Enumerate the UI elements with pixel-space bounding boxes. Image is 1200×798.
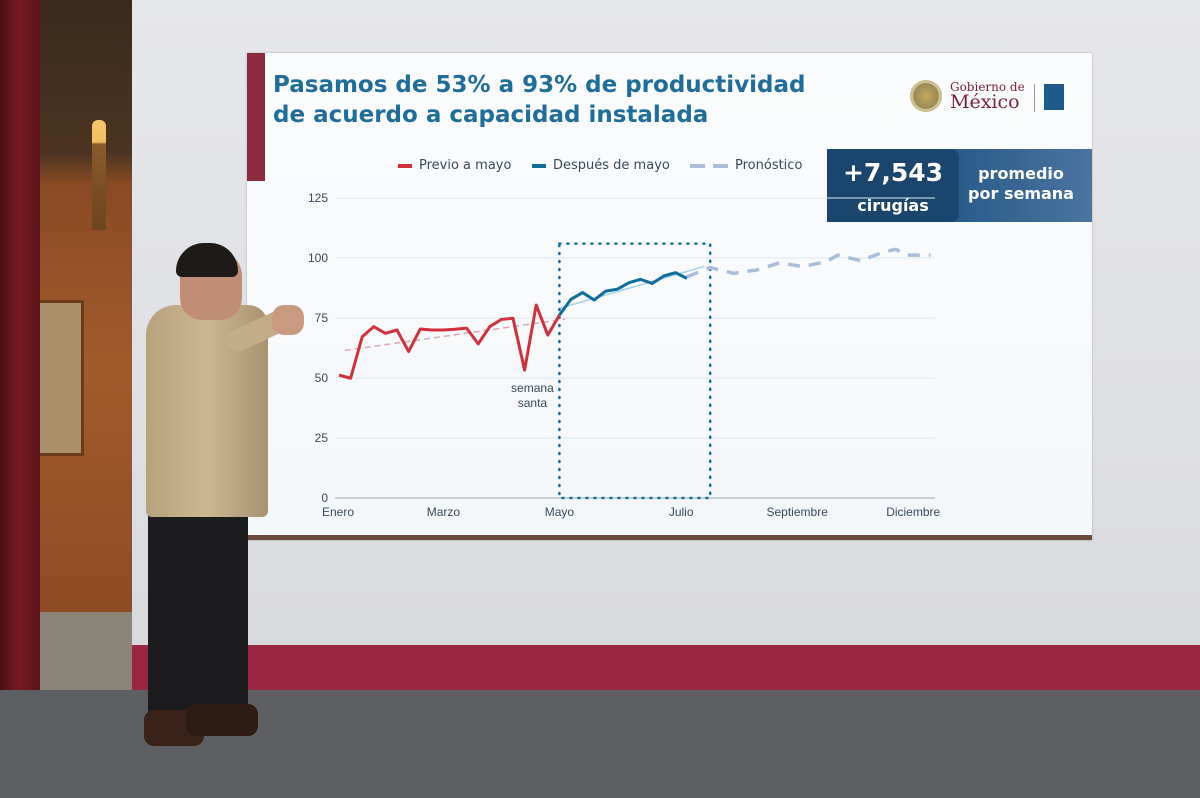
curtain [0,0,40,695]
trend-line [344,318,566,352]
legend-label: Después de mayo [553,158,670,173]
x-tick-label: Diciembre [886,505,940,519]
stat-caption-2: por semana [968,184,1074,203]
logo-divider [1034,84,1035,112]
stat-value: +7,543 [842,158,944,187]
logo-text-2: México [950,91,1020,113]
stat-caption-1: promedio [978,164,1064,183]
highlight-box [558,242,712,500]
annotation-semana-santa-2: santa [518,396,548,410]
x-tick-label: Septiembre [767,505,829,519]
title-line-1: Pasamos de 53% a 93% de productividad [273,72,806,98]
legend-label: Pronóstico [735,158,803,173]
y-tick-label: 25 [315,431,329,445]
x-tick-label: Julio [669,505,694,519]
title-line-2: de acuerdo a capacidad instalada [273,102,709,128]
trend-line [559,265,705,310]
presenter-hand [272,305,304,335]
stat-unit: cirugías [857,196,929,215]
logo-text-1: Gobierno de [950,80,1025,94]
series-line-0 [338,303,561,380]
annotation-semana-santa-1: semana [511,381,554,395]
stage-stripe [132,645,1200,690]
presenter-shoe-right [186,704,258,736]
legend-pronostico: Pronóstico [690,158,802,173]
y-tick-label: 0 [321,491,328,505]
legend-previo: Previo a mayo [398,158,511,173]
x-tick-label: Mayo [545,505,575,519]
presentation-screen [247,53,1092,540]
y-tick-label: 100 [308,251,328,265]
accent-bar [247,53,265,181]
floor-left [40,612,132,692]
lamp [92,120,106,230]
legend-swatch [398,163,412,168]
y-tick-label: 50 [315,371,329,385]
legend-despues: Después de mayo [532,158,670,173]
series-line-2 [686,247,931,279]
government-seal-logo [910,80,942,112]
slide-title: Pasamos de 53% a 93% de productividad de… [273,70,873,130]
y-tick-label: 75 [315,311,329,325]
legend-label: Previo a mayo [419,158,512,173]
x-tick-label: Enero [322,505,354,519]
presenter-hair [176,243,238,277]
legend-swatch [690,163,728,168]
series-line-1 [558,271,688,317]
stat-caption: promedio por semana [960,164,1082,204]
y-tick-label: 125 [308,191,328,205]
legend-swatch [532,163,546,168]
presenter-trousers [148,500,248,715]
x-tick-label: Marzo [427,505,461,519]
stat-badge-highlight [827,149,959,222]
imss-logo [1044,84,1064,110]
